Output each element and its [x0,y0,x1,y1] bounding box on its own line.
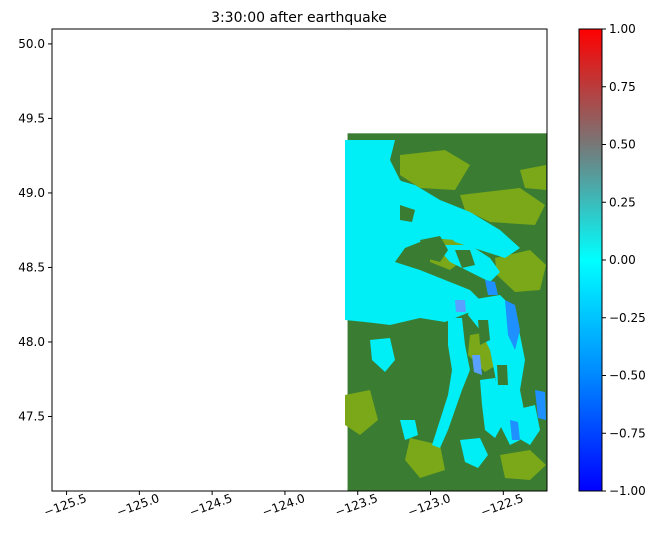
minor-negative-areas [455,300,482,375]
colorbar-tick-label: −0.75 [609,426,646,440]
data-image [345,133,547,491]
x-tick-label: −123.0 [406,491,453,519]
colorbar-tick-label: −0.25 [609,311,646,325]
x-tick-label: −124.5 [188,491,235,519]
x-axis: −125.5 −125.0 −124.5 −124.0 −123.5 −123.0 −122… [42,491,525,519]
y-tick-label: 49.0 [18,186,45,200]
colorbar-tick-label: 1.00 [609,22,636,36]
x-tick-label: −122.5 [479,491,526,519]
colorbar [578,28,603,492]
x-tick-label: −125.5 [42,491,89,519]
chart-title: 3:30:00 after earthquake [211,10,387,26]
colorbar-tick-label: 0.25 [609,195,636,209]
islands [400,205,508,385]
colorbar-tick-label: −0.50 [609,369,646,383]
x-tick-label: −125.0 [115,491,162,519]
colorbar-tick-label: −1.00 [609,484,646,498]
y-tick-label: 49.5 [18,111,45,125]
colorbar-tick-label: 0.75 [609,80,636,94]
y-tick-label: 48.0 [18,335,45,349]
colorbar-axis: −1.00 −0.75 −0.50 −0.25 0.00 0.25 0.50 0.75 1.00 [602,22,646,498]
axes-frame [51,28,548,492]
y-tick-label: 50.0 [18,37,45,51]
colorbar-tick-label: 0.50 [609,138,636,152]
y-tick-label: 47.5 [18,409,45,423]
x-tick-label: −124.0 [260,491,307,519]
x-tick-label: −123.5 [333,491,380,519]
colorbar-tick-label: 0.00 [609,253,636,267]
y-axis: 47.5 48.0 48.5 49.0 49.5 50.0 [18,37,52,423]
y-tick-label: 48.5 [18,260,45,274]
negative-amplitude-areas [485,280,546,440]
